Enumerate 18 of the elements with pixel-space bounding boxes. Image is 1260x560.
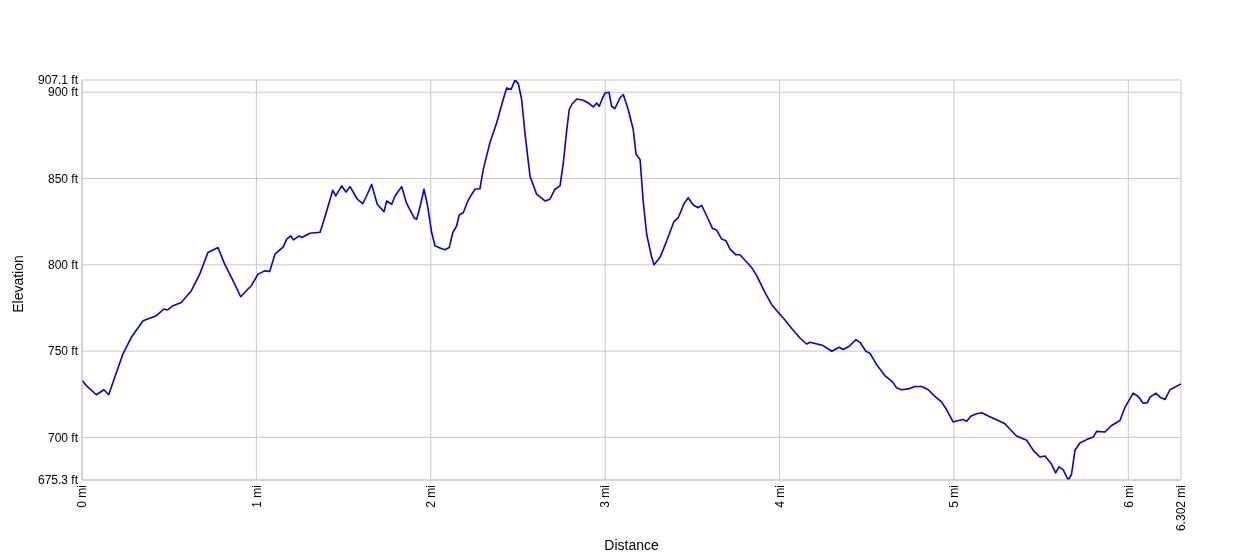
x-tick-label: 6.302 mi [1174,485,1189,532]
x-tick-label: 1 mi [249,485,264,508]
y-tick-label: 750 ft [47,344,79,359]
x-tick-label: 2 mi [423,485,438,508]
y-tick-label: 900 ft [47,85,79,100]
y-axis-title: Elevation [9,255,26,313]
x-tick-label: 4 mi [772,485,787,508]
x-tick-label: 3 mi [598,485,613,508]
y-tick-label: 907.1 ft [37,73,79,88]
line-series [82,80,1181,480]
x-tick-label: 0 mi [75,485,90,508]
y-tick-label: 850 ft [47,171,79,186]
x-axis-title: Distance [604,537,659,553]
y-tick-label: 675.3 ft [37,473,79,488]
x-tick-label: 5 mi [947,485,962,508]
y-tick-label: 800 ft [47,258,79,273]
y-tick-label: 700 ft [47,430,79,445]
x-tick-label: 6 mi [1121,485,1136,508]
